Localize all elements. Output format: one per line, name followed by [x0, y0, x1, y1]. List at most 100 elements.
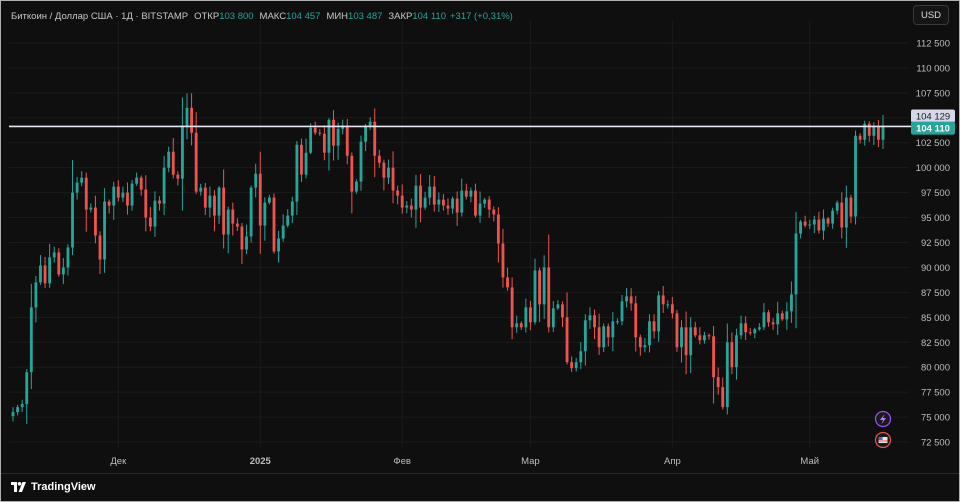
candle-body: [579, 351, 583, 363]
candle-body: [817, 219, 821, 231]
candle-body: [208, 195, 212, 208]
y-tick-label: 107 500: [916, 88, 950, 99]
candle-body: [94, 207, 97, 236]
candle-body: [735, 335, 738, 368]
candle-body: [565, 317, 569, 363]
candle-body: [355, 181, 358, 192]
candle-body: [409, 205, 413, 210]
lightning-event-icon[interactable]: [874, 410, 892, 428]
candle-body: [725, 342, 729, 408]
candle-body: [474, 190, 477, 216]
flag-event-icon[interactable]: [874, 431, 892, 449]
candle-body: [327, 119, 331, 153]
candle-body: [153, 200, 157, 227]
candle-body: [469, 190, 473, 197]
candle-body: [455, 198, 459, 213]
candle-body: [730, 342, 734, 368]
candle-body: [657, 295, 661, 332]
y-tick-label: 75 000: [921, 413, 950, 424]
candle-body: [167, 151, 171, 168]
candle-body: [606, 326, 610, 338]
candle-body: [277, 238, 280, 252]
candle-body: [744, 323, 748, 333]
candle-body: [588, 315, 592, 321]
candle-body: [551, 308, 555, 328]
candle-body: [698, 335, 702, 341]
candle-body: [107, 201, 111, 206]
candle-body: [336, 128, 340, 146]
candle-body: [519, 323, 523, 328]
candle-body: [281, 225, 285, 239]
candle-body: [258, 173, 262, 226]
candle-body: [593, 315, 596, 328]
candle-body: [423, 197, 427, 208]
candle-body: [199, 187, 203, 192]
x-tick-label: Май: [800, 456, 819, 467]
candle-body: [780, 313, 784, 320]
markers: [874, 410, 892, 449]
candle-body: [542, 267, 546, 305]
candle-body: [268, 197, 271, 203]
high-value: 104 457: [286, 10, 321, 22]
candle-body: [703, 335, 706, 341]
candle-body: [442, 199, 445, 206]
candle-body: [799, 221, 802, 234]
candle-body: [812, 219, 816, 225]
y-tick-label: 110 000: [916, 63, 950, 74]
candle-body: [304, 152, 308, 175]
close-value: 104 110: [412, 10, 446, 22]
candle-body: [240, 226, 244, 250]
candle-body: [359, 141, 363, 182]
candle-body: [16, 407, 19, 413]
footer-divider: [1, 473, 959, 474]
candle-body: [48, 257, 52, 284]
candle-body: [689, 327, 693, 356]
candle-body: [162, 167, 166, 204]
last-price-label: 104 110: [916, 124, 950, 135]
candle-body: [877, 126, 880, 140]
currency-button[interactable]: USD: [913, 5, 949, 25]
tradingview-brand: TradingView: [31, 481, 96, 493]
candle-body: [126, 192, 129, 206]
chart-header: Биткоин / Доллар США · 1Д · BITSTAMP ОТК…: [11, 8, 513, 24]
grid: [9, 21, 909, 449]
candle-body: [464, 190, 468, 197]
candle-body: [286, 215, 290, 226]
candle-body: [222, 187, 226, 235]
candle-body: [524, 307, 528, 328]
candle-body: [112, 186, 116, 206]
candle-body: [597, 327, 601, 348]
x-axis: Дек 2025 Фев Мар Апр Май: [110, 456, 819, 467]
candle-body: [634, 303, 638, 338]
candle-body: [492, 209, 496, 215]
open-label: ОТКР: [194, 10, 220, 22]
candle-body: [121, 192, 125, 198]
y-tick-label: 92 500: [921, 238, 950, 249]
candle-body: [616, 321, 619, 323]
candle-body: [753, 329, 757, 334]
y-tick-label: 82 500: [921, 338, 950, 349]
candle-body: [43, 265, 47, 284]
candle-body: [794, 233, 798, 295]
y-tick-label: 102 500: [916, 138, 950, 149]
x-tick-label: Апр: [664, 456, 681, 467]
candle-body: [89, 207, 93, 210]
candle-body: [368, 121, 372, 126]
candle-body: [478, 203, 482, 216]
candle-body: [721, 387, 725, 408]
x-tick-label: Дек: [110, 456, 127, 467]
candle-body: [158, 200, 161, 204]
candle-body: [57, 252, 61, 275]
candle-body: [437, 199, 441, 205]
candle-body: [547, 267, 551, 328]
candle-body: [313, 127, 317, 133]
candle-body: [803, 221, 807, 226]
y-tick-label: 87 500: [921, 288, 950, 299]
y-tick-label: 72 500: [921, 438, 950, 449]
candle-body: [844, 197, 848, 228]
tradingview-logo[interactable]: TradingView: [11, 481, 96, 493]
candle-body: [318, 132, 322, 134]
